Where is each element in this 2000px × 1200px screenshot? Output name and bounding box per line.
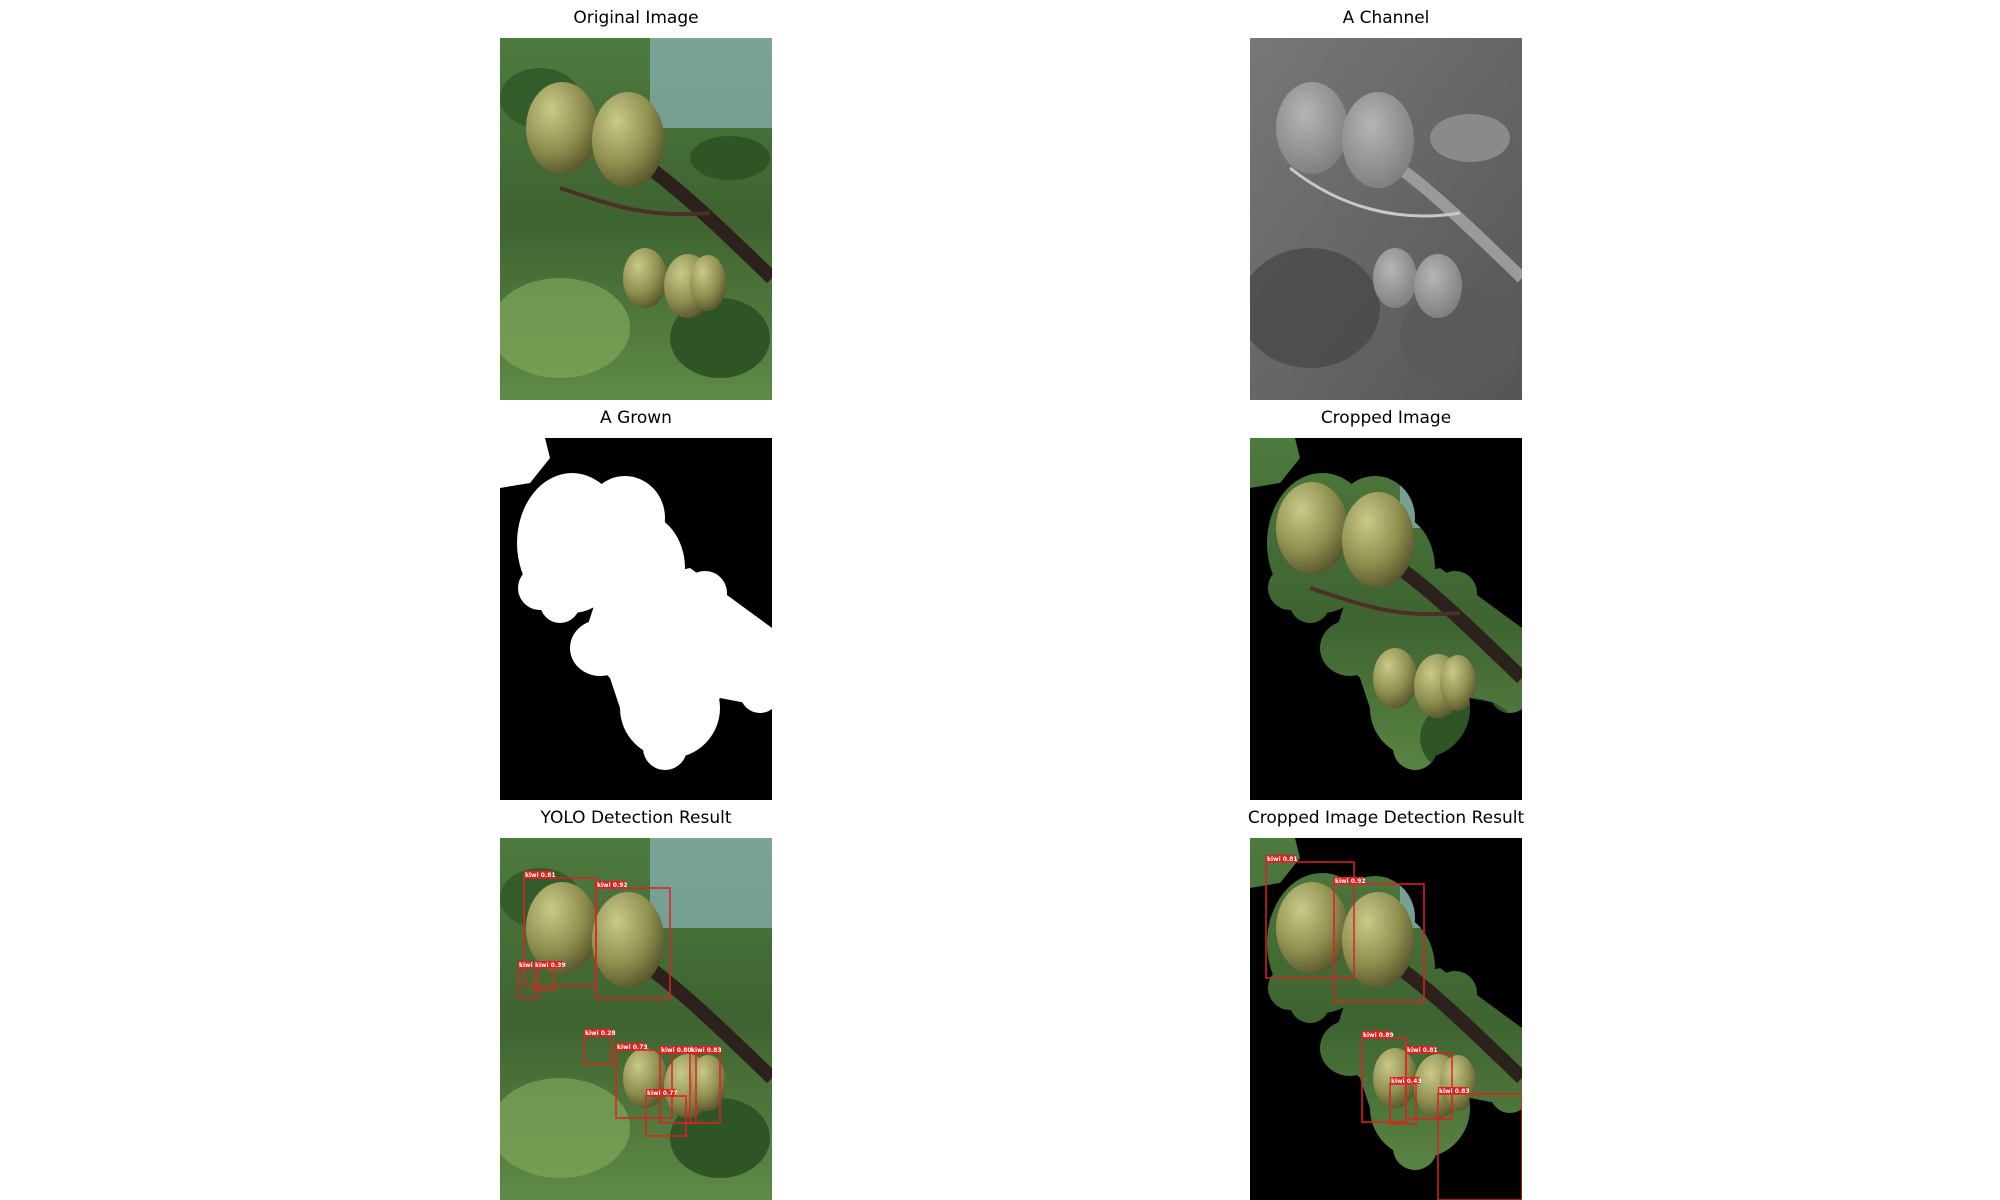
detection-label: kiwi 0.83 xyxy=(691,1047,722,1054)
original-photo xyxy=(500,38,772,400)
detection-label: kiwi 0.83 xyxy=(1439,1088,1470,1095)
detection-label: kiwi 0.81 xyxy=(1407,1047,1438,1054)
a-channel-image xyxy=(1250,38,1522,400)
detection-box xyxy=(595,887,671,999)
panel-cropped-image: Cropped Image xyxy=(1250,408,1522,800)
panel-title: Original Image xyxy=(573,8,699,28)
panel-title: YOLO Detection Result xyxy=(540,808,732,828)
cropped-boxes xyxy=(1265,861,1522,1200)
cropped-labels: kiwi 0.81 kiwi 0.92 kiwi 0.89 kiwi 0.81 … xyxy=(1267,856,1470,1095)
detection-box xyxy=(1437,1093,1522,1200)
detection-label: kiwi 0.81 xyxy=(1267,856,1298,863)
detection-label: kiwi 0.81 xyxy=(525,872,556,879)
cropped-detection-image: kiwi 0.81 kiwi 0.92 kiwi 0.89 kiwi 0.81 … xyxy=(1250,838,1522,1200)
yolo-labels: kiwi 0.81 kiwi 0.92 kiwi kiwi 0.39 kiwi … xyxy=(519,872,722,1097)
panel-original-image: Original Image xyxy=(500,8,772,400)
detection-label: kiwi 0.80 xyxy=(661,1047,692,1054)
panel-a-grown: A Grown xyxy=(500,408,772,800)
panel-a-channel: A Channel xyxy=(1250,8,1522,400)
yolo-detection-image: kiwi 0.81 kiwi 0.92 kiwi kiwi 0.39 kiwi … xyxy=(500,838,772,1200)
panel-title: A Grown xyxy=(600,408,672,428)
cropped-photo xyxy=(1250,438,1522,800)
panel-yolo-detection: YOLO Detection Result xyxy=(500,808,772,1200)
detection-label: kiwi xyxy=(519,962,533,969)
detection-box xyxy=(1265,861,1355,979)
a-grown-mask xyxy=(500,438,772,800)
detection-label: kiwi 0.92 xyxy=(597,882,628,889)
yolo-label-bgs xyxy=(518,871,720,1096)
detection-label: kiwi 0.73 xyxy=(617,1044,648,1051)
detection-label: kiwi 0.39 xyxy=(535,962,566,969)
panel-title: Cropped Image Detection Result xyxy=(1247,808,1525,828)
panel-cropped-detection: Cropped Image Detection Result xyxy=(1248,808,1524,1200)
detection-label: kiwi 0.28 xyxy=(585,1030,616,1037)
detection-label: kiwi 0.43 xyxy=(1391,1078,1422,1085)
cropped-label-bgs xyxy=(1266,855,1468,1094)
panel-title: Cropped Image xyxy=(1320,408,1452,428)
panel-title: A Channel xyxy=(1342,8,1430,28)
detection-label: kiwi 0.77 xyxy=(647,1090,678,1097)
detection-label: kiwi 0.92 xyxy=(1335,878,1366,885)
detection-box xyxy=(1333,883,1425,1003)
detection-label: kiwi 0.89 xyxy=(1363,1032,1394,1039)
